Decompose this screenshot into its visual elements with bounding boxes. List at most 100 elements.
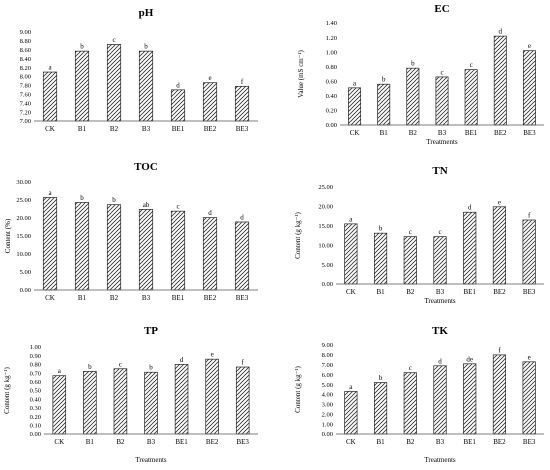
y-tick-label: 10.00 <box>16 251 31 258</box>
significance-letter: d <box>240 213 244 221</box>
significance-letter: e <box>528 353 531 361</box>
y-tick-label: 0.10 <box>30 423 41 430</box>
x-tick-label: B1 <box>78 294 87 302</box>
x-tick-label: B3 <box>142 125 151 133</box>
bar-ck <box>52 375 67 435</box>
x-axis-label: Treatments <box>424 456 456 464</box>
bar-b2 <box>403 236 417 285</box>
bar-b3 <box>433 365 447 435</box>
x-tick-label: B2 <box>409 129 418 137</box>
significance-letter: a <box>58 367 62 375</box>
bar-be2 <box>492 206 507 285</box>
x-tick-label: B1 <box>376 438 385 446</box>
significance-letter: a <box>349 383 353 391</box>
chart-title: TOC <box>134 161 158 173</box>
chart-title: TP <box>144 325 158 337</box>
x-tick-label: BE3 <box>236 125 249 133</box>
y-tick-label: 8.60 <box>20 47 31 54</box>
chart-title: pH <box>139 7 154 19</box>
x-tick-label: BE1 <box>172 125 185 133</box>
significance-letter: d <box>499 28 503 36</box>
significance-letter: c <box>176 203 179 211</box>
significance-letter: f <box>498 346 501 354</box>
x-tick-label: BE3 <box>523 438 536 446</box>
significance-letter: a <box>349 215 353 223</box>
y-tick-label: 5.00 <box>20 269 31 276</box>
significance-letter: f <box>528 211 531 219</box>
significance-letter: a <box>353 79 357 87</box>
bar-be3 <box>235 366 250 435</box>
bar-be2 <box>205 358 219 435</box>
bar-be1 <box>464 69 478 126</box>
y-tick-label: 7.00 <box>322 362 333 369</box>
chart-panel-ec: EC 0.00 0.20 0.40 0.60 0.80 1.00 1.20 1.40 Value … <box>297 3 544 146</box>
bar-b1 <box>377 83 391 126</box>
y-tick-label: 6.00 <box>322 372 333 379</box>
significance-letter: c <box>409 364 412 372</box>
bar-be1 <box>463 363 477 435</box>
y-tick-label: 0.50 <box>30 388 41 395</box>
significance-letter: d <box>176 81 180 89</box>
x-tick-label: BE2 <box>493 288 506 296</box>
x-tick-label: BE2 <box>494 129 507 137</box>
x-tick-label: BE3 <box>236 294 249 302</box>
y-tick-label: 1.40 <box>326 20 337 27</box>
y-tick-label: 0.20 <box>30 414 41 421</box>
bar-be1 <box>170 210 186 291</box>
chart-panel-tp: TP 0.000.10 0.20 0.30 0.400.50 0.60 0.700.80 0.… <box>3 325 258 464</box>
bar-b1 <box>74 50 90 122</box>
bar-b3 <box>144 371 158 435</box>
bar-b2 <box>403 372 417 435</box>
bar-be3 <box>234 221 250 291</box>
y-tick-label: 5.00 <box>322 262 333 269</box>
y-tick-label: 0.00 <box>326 122 337 129</box>
bar-ck <box>42 197 58 291</box>
x-tick-label: CK <box>346 438 356 446</box>
y-tick-label: 0.90 <box>30 353 41 360</box>
significance-letter: c <box>440 68 443 76</box>
significance-letter: b <box>80 43 84 51</box>
y-tick-label: 0.80 <box>30 362 41 369</box>
x-tick-label: BE2 <box>204 125 217 133</box>
y-tick-label: 8.20 <box>20 65 31 72</box>
significance-letter: a <box>48 189 52 197</box>
x-tick-label: B3 <box>436 288 445 296</box>
significance-letter: b <box>379 225 383 233</box>
significance-letter: e <box>498 198 501 206</box>
bar-be1 <box>174 364 189 435</box>
x-tick-label: CK <box>45 294 55 302</box>
bar-b1 <box>83 371 97 435</box>
bar-be2 <box>493 35 507 126</box>
bar-b2 <box>113 368 128 435</box>
bar-b1 <box>373 232 388 285</box>
chart-title: TK <box>432 325 448 337</box>
bar-b3 <box>435 76 449 126</box>
x-tick-label: B2 <box>110 294 119 302</box>
bar-be3 <box>234 85 250 122</box>
x-tick-label: B2 <box>406 288 415 296</box>
significance-letter: b <box>149 364 153 372</box>
bar-ck <box>348 87 362 126</box>
y-axis-label: Content (g kg⁻¹) <box>294 366 302 413</box>
y-tick-label: 8.00 <box>20 74 31 81</box>
x-tick-label: BE3 <box>523 288 536 296</box>
x-tick-label: B2 <box>406 438 415 446</box>
y-tick-label: 1.00 <box>322 421 333 428</box>
x-tick-label: B3 <box>436 438 445 446</box>
chart-panel-ph: pH 7.00 7.20 7.407.60 7.80 8.00 8.20 8.40 8.60 8.… <box>20 7 258 133</box>
y-tick-label: 0.20 <box>326 108 337 115</box>
significance-letter: b <box>80 194 84 202</box>
x-tick-label: B3 <box>147 438 156 446</box>
significance-letter: f <box>242 359 245 367</box>
significance-letter: e <box>528 42 531 50</box>
bar-b3 <box>138 209 154 291</box>
y-tick-label: 9.00 <box>20 29 31 36</box>
bar-be3 <box>522 361 536 435</box>
bar-b3 <box>138 50 154 122</box>
y-tick-label: 7.60 <box>20 92 31 99</box>
y-tick-label: 0.80 <box>326 64 337 71</box>
y-tick-label: 0.60 <box>30 379 41 386</box>
y-tick-label: 0.00 <box>30 431 41 438</box>
significance-letter: e <box>208 74 211 82</box>
